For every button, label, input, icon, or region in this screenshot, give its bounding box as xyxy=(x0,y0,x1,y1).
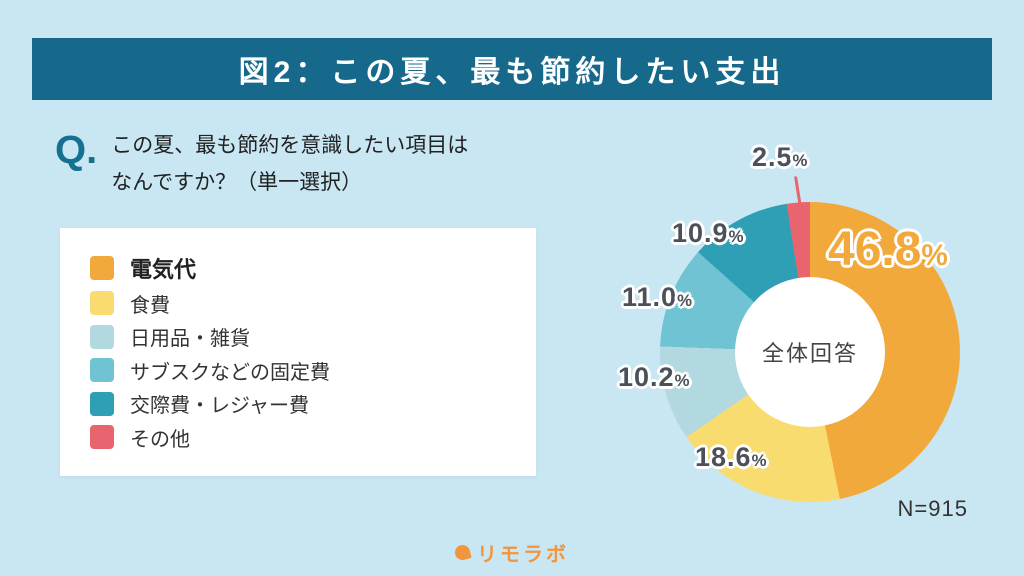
question-prefix: Q. xyxy=(55,128,98,172)
sample-size: N=915 xyxy=(897,496,968,521)
pct-label-electricity: 46.8% xyxy=(828,222,948,277)
remolab-logo-icon xyxy=(453,543,472,562)
percent-sign: % xyxy=(728,227,745,246)
legend-item-subscriptions: サブスクなどの固定費 xyxy=(90,356,506,385)
legend-item-food: 食費 xyxy=(90,289,506,318)
title-bar: 図2：この夏、最も節約したい支出 xyxy=(32,38,992,100)
legend-swatch-social-leisure xyxy=(90,391,114,416)
pct-value: 18.6 xyxy=(695,442,752,472)
question-line2: なんですか？（単一選択） xyxy=(111,170,363,194)
legend-swatch-subscriptions xyxy=(90,358,114,383)
question-line1: この夏、最も節約を意識したい項目は xyxy=(111,134,469,157)
donut-chart: 全体回答 46.8% 18.6% 10.2% 11.0% 10.9% 2.5% xyxy=(600,130,1024,530)
pct-value: 10.2 xyxy=(618,362,675,392)
percent-sign: % xyxy=(677,291,693,310)
pct-value: 10.9 xyxy=(672,218,729,248)
legend-label: 交際費・レジャー費 xyxy=(130,395,309,418)
percent-sign: % xyxy=(751,451,768,470)
pct-label-food: 18.6% xyxy=(695,442,767,473)
legend-item-electricity: 電気代 xyxy=(90,252,506,284)
pct-label-other: 2.5% xyxy=(752,142,808,173)
legend-swatch-food xyxy=(90,291,114,316)
pct-label-subscriptions: 11.0% xyxy=(622,282,693,313)
legend-panel: 電気代 食費 日用品・雑貨 サブスクなどの固定費 交際費・レジャー費 その他 xyxy=(60,228,536,476)
pct-value: 11.0 xyxy=(622,282,678,312)
donut-ring: 全体回答 xyxy=(660,202,960,502)
legend-label: サブスクなどの固定費 xyxy=(130,361,330,384)
pct-label-daily-goods: 10.2% xyxy=(618,362,690,393)
legend-label: 電気代 xyxy=(130,257,197,282)
brand-name: リモラボ xyxy=(477,544,569,566)
legend-swatch-other xyxy=(90,425,114,450)
footer-brand: リモラボ xyxy=(0,538,1024,567)
percent-sign: % xyxy=(921,239,948,272)
legend-label: 食費 xyxy=(130,294,170,317)
legend-item-social-leisure: 交際費・レジャー費 xyxy=(90,389,506,418)
pct-value: 2.5 xyxy=(752,142,793,172)
percent-sign: % xyxy=(674,371,691,390)
legend-swatch-daily-goods xyxy=(90,324,114,349)
legend-label: その他 xyxy=(130,428,190,451)
legend-item-daily-goods: 日用品・雑貨 xyxy=(90,322,506,351)
donut-center-label: 全体回答 xyxy=(761,341,858,366)
page-title: 図2：この夏、最も節約したい支出 xyxy=(238,56,786,89)
question-text: この夏、最も節約を意識したい項目は なんですか？（単一選択） xyxy=(111,128,468,202)
legend-label: 日用品・雑貨 xyxy=(130,328,250,351)
percent-sign: % xyxy=(792,151,809,170)
pct-label-social-leisure: 10.9% xyxy=(672,218,744,249)
pct-value: 46.8 xyxy=(828,223,922,276)
legend-item-other: その他 xyxy=(90,423,506,452)
donut-hole: 全体回答 xyxy=(735,277,885,427)
question-block: Q. この夏、最も節約を意識したい項目は なんですか？（単一選択） xyxy=(55,128,468,202)
legend-swatch-electricity xyxy=(90,256,114,280)
